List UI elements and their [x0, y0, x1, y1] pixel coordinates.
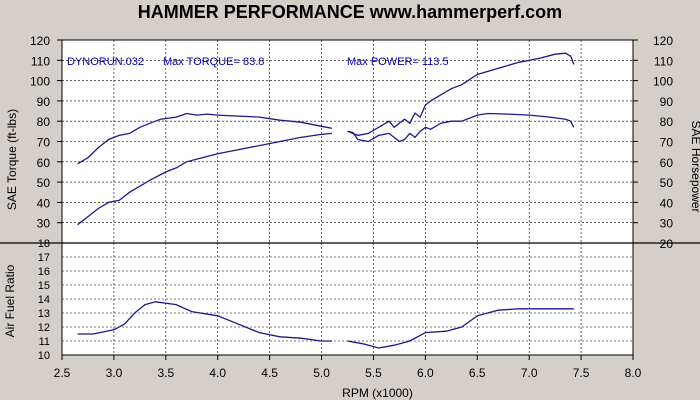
y-tick-label: 40	[37, 196, 51, 210]
afr-line-segment-1	[77, 301, 332, 342]
y2-tick-label: 110	[654, 54, 673, 68]
afr-axis-label: Air Fuel Ratio	[3, 264, 17, 337]
afr-tick-label: 15	[38, 280, 50, 292]
afr-tick-label: 13	[38, 308, 50, 320]
y-tick-label: 120	[30, 34, 50, 48]
rpm-axis-ticks: 2.5 3.0 3.5 4.0 4.5 5.0 5.5 6.0 6.5 7.0 7.5 8.0	[54, 355, 642, 380]
afr-axis-ticks: 10 11 12 13 14 15 16 17 18	[38, 238, 50, 362]
power-line-segment-1	[77, 132, 332, 226]
y2-tick-label: 60	[660, 156, 674, 170]
y-tick-label: 80	[37, 115, 51, 129]
y-tick-label: 60	[37, 156, 51, 170]
y-tick-label: 50	[37, 176, 51, 190]
y-tick-label: 30	[37, 217, 51, 231]
y-tick-label: 90	[37, 95, 51, 109]
torque-line-segment-1	[77, 112, 333, 165]
x-tick-label: 7.5	[573, 366, 590, 380]
rpm-axis-label: RPM (x1000)	[342, 386, 413, 400]
afr-tick-label: 10	[38, 350, 50, 362]
x-tick-label: 6.0	[417, 366, 434, 380]
y2-tick-label: 120	[653, 34, 673, 48]
y2-tick-label: 50	[660, 176, 674, 190]
afr-tick-label: 17	[38, 252, 50, 264]
y2-tick-label: 100	[653, 75, 673, 89]
x-tick-label: 3.5	[157, 366, 174, 380]
chart-title: HAMMER PERFORMANCE www.hammerperf.com	[138, 2, 562, 22]
x-tick-label: 5.5	[365, 366, 382, 380]
afr-tick-label: 14	[38, 294, 50, 306]
afr-tick-label: 12	[38, 322, 50, 334]
series-layer	[77, 52, 575, 349]
y-tick-label: 110	[31, 54, 50, 68]
torque-axis-ticks: 30 40 50 60 70 80 90 100 110 120	[30, 34, 62, 231]
afr-tick-label: 16	[38, 266, 50, 278]
y2-tick-label: 20	[660, 237, 674, 251]
torque-axis-label: SAE Torque (ft-lbs)	[5, 109, 19, 210]
y2-tick-label: 30	[660, 217, 674, 231]
y-tick-label: 70	[37, 136, 51, 150]
afr-line-segment-2	[347, 308, 574, 349]
x-tick-label: 5.0	[313, 366, 330, 380]
x-tick-label: 4.5	[261, 366, 278, 380]
x-tick-label: 2.5	[54, 366, 71, 380]
x-tick-label: 3.0	[106, 366, 123, 380]
torque-power-grid	[0, 39, 700, 244]
torque-line-segment-2	[347, 112, 575, 143]
y-tick-label: 100	[30, 75, 50, 89]
max-torque-label: Max TORQUE= 83.8	[163, 56, 264, 68]
dynorun-label: DYNORUN.032	[67, 56, 144, 68]
y2-tick-label: 70	[660, 136, 674, 150]
x-tick-label: 8.0	[625, 366, 642, 380]
x-tick-label: 6.5	[469, 366, 486, 380]
power-line-segment-2	[347, 52, 575, 137]
horsepower-axis-ticks: 20 30 40 50 60 70 80 90 100 110 120	[633, 34, 673, 251]
y2-tick-label: 40	[660, 196, 674, 210]
y2-tick-label: 80	[660, 115, 674, 129]
x-tick-label: 4.0	[209, 366, 226, 380]
max-power-label: Max POWER= 113.5	[347, 56, 449, 68]
afr-tick-label: 18	[38, 238, 50, 250]
afr-tick-label: 11	[39, 336, 50, 348]
x-tick-label: 7.0	[521, 366, 538, 380]
horsepower-axis-label: SAE Horsepower	[689, 120, 700, 212]
y2-tick-label: 90	[660, 95, 674, 109]
